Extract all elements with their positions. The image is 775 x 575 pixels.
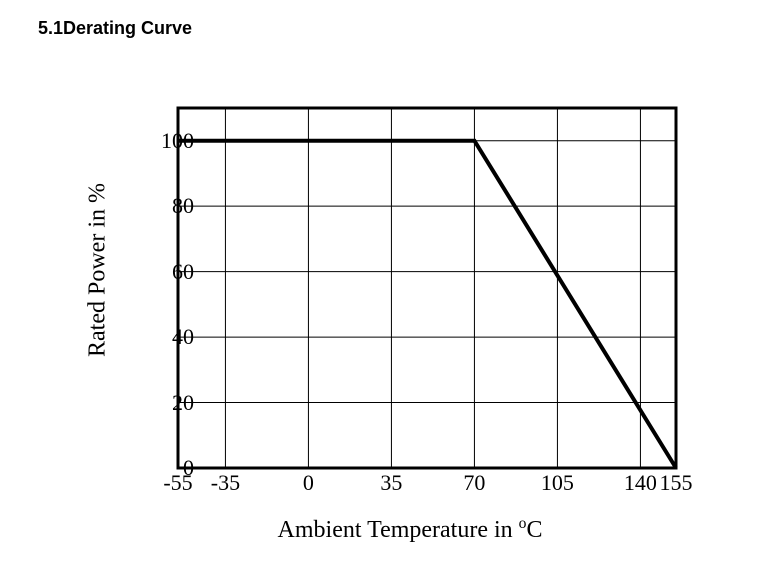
x-tick-label: -35	[211, 470, 240, 496]
x-tick-label: -55	[163, 470, 192, 496]
x-axis-label-degree: o	[519, 515, 527, 532]
y-tick-label: 40	[172, 324, 194, 350]
x-axis-label-unit: C	[526, 517, 542, 543]
x-axis-label-prefix: Ambient Temperature in	[278, 517, 519, 543]
chart-svg	[178, 108, 676, 468]
x-tick-label: 140	[624, 470, 657, 496]
x-tick-label: 0	[303, 470, 314, 496]
x-tick-label: 155	[660, 470, 693, 496]
plot-area	[178, 108, 676, 468]
x-tick-label: 105	[541, 470, 574, 496]
derating-chart: Rated Power in % Ambient Temperature in …	[120, 90, 700, 520]
y-tick-label: 60	[172, 259, 194, 285]
y-axis-label: Rated Power in %	[85, 183, 112, 357]
x-axis-label: Ambient Temperature in oC	[278, 515, 543, 544]
section-heading: 5.1Derating Curve	[38, 18, 192, 39]
x-tick-label: 70	[463, 470, 485, 496]
y-tick-label: 20	[172, 390, 194, 416]
y-tick-label: 100	[161, 128, 194, 154]
x-tick-label: 35	[380, 470, 402, 496]
y-tick-label: 80	[172, 193, 194, 219]
